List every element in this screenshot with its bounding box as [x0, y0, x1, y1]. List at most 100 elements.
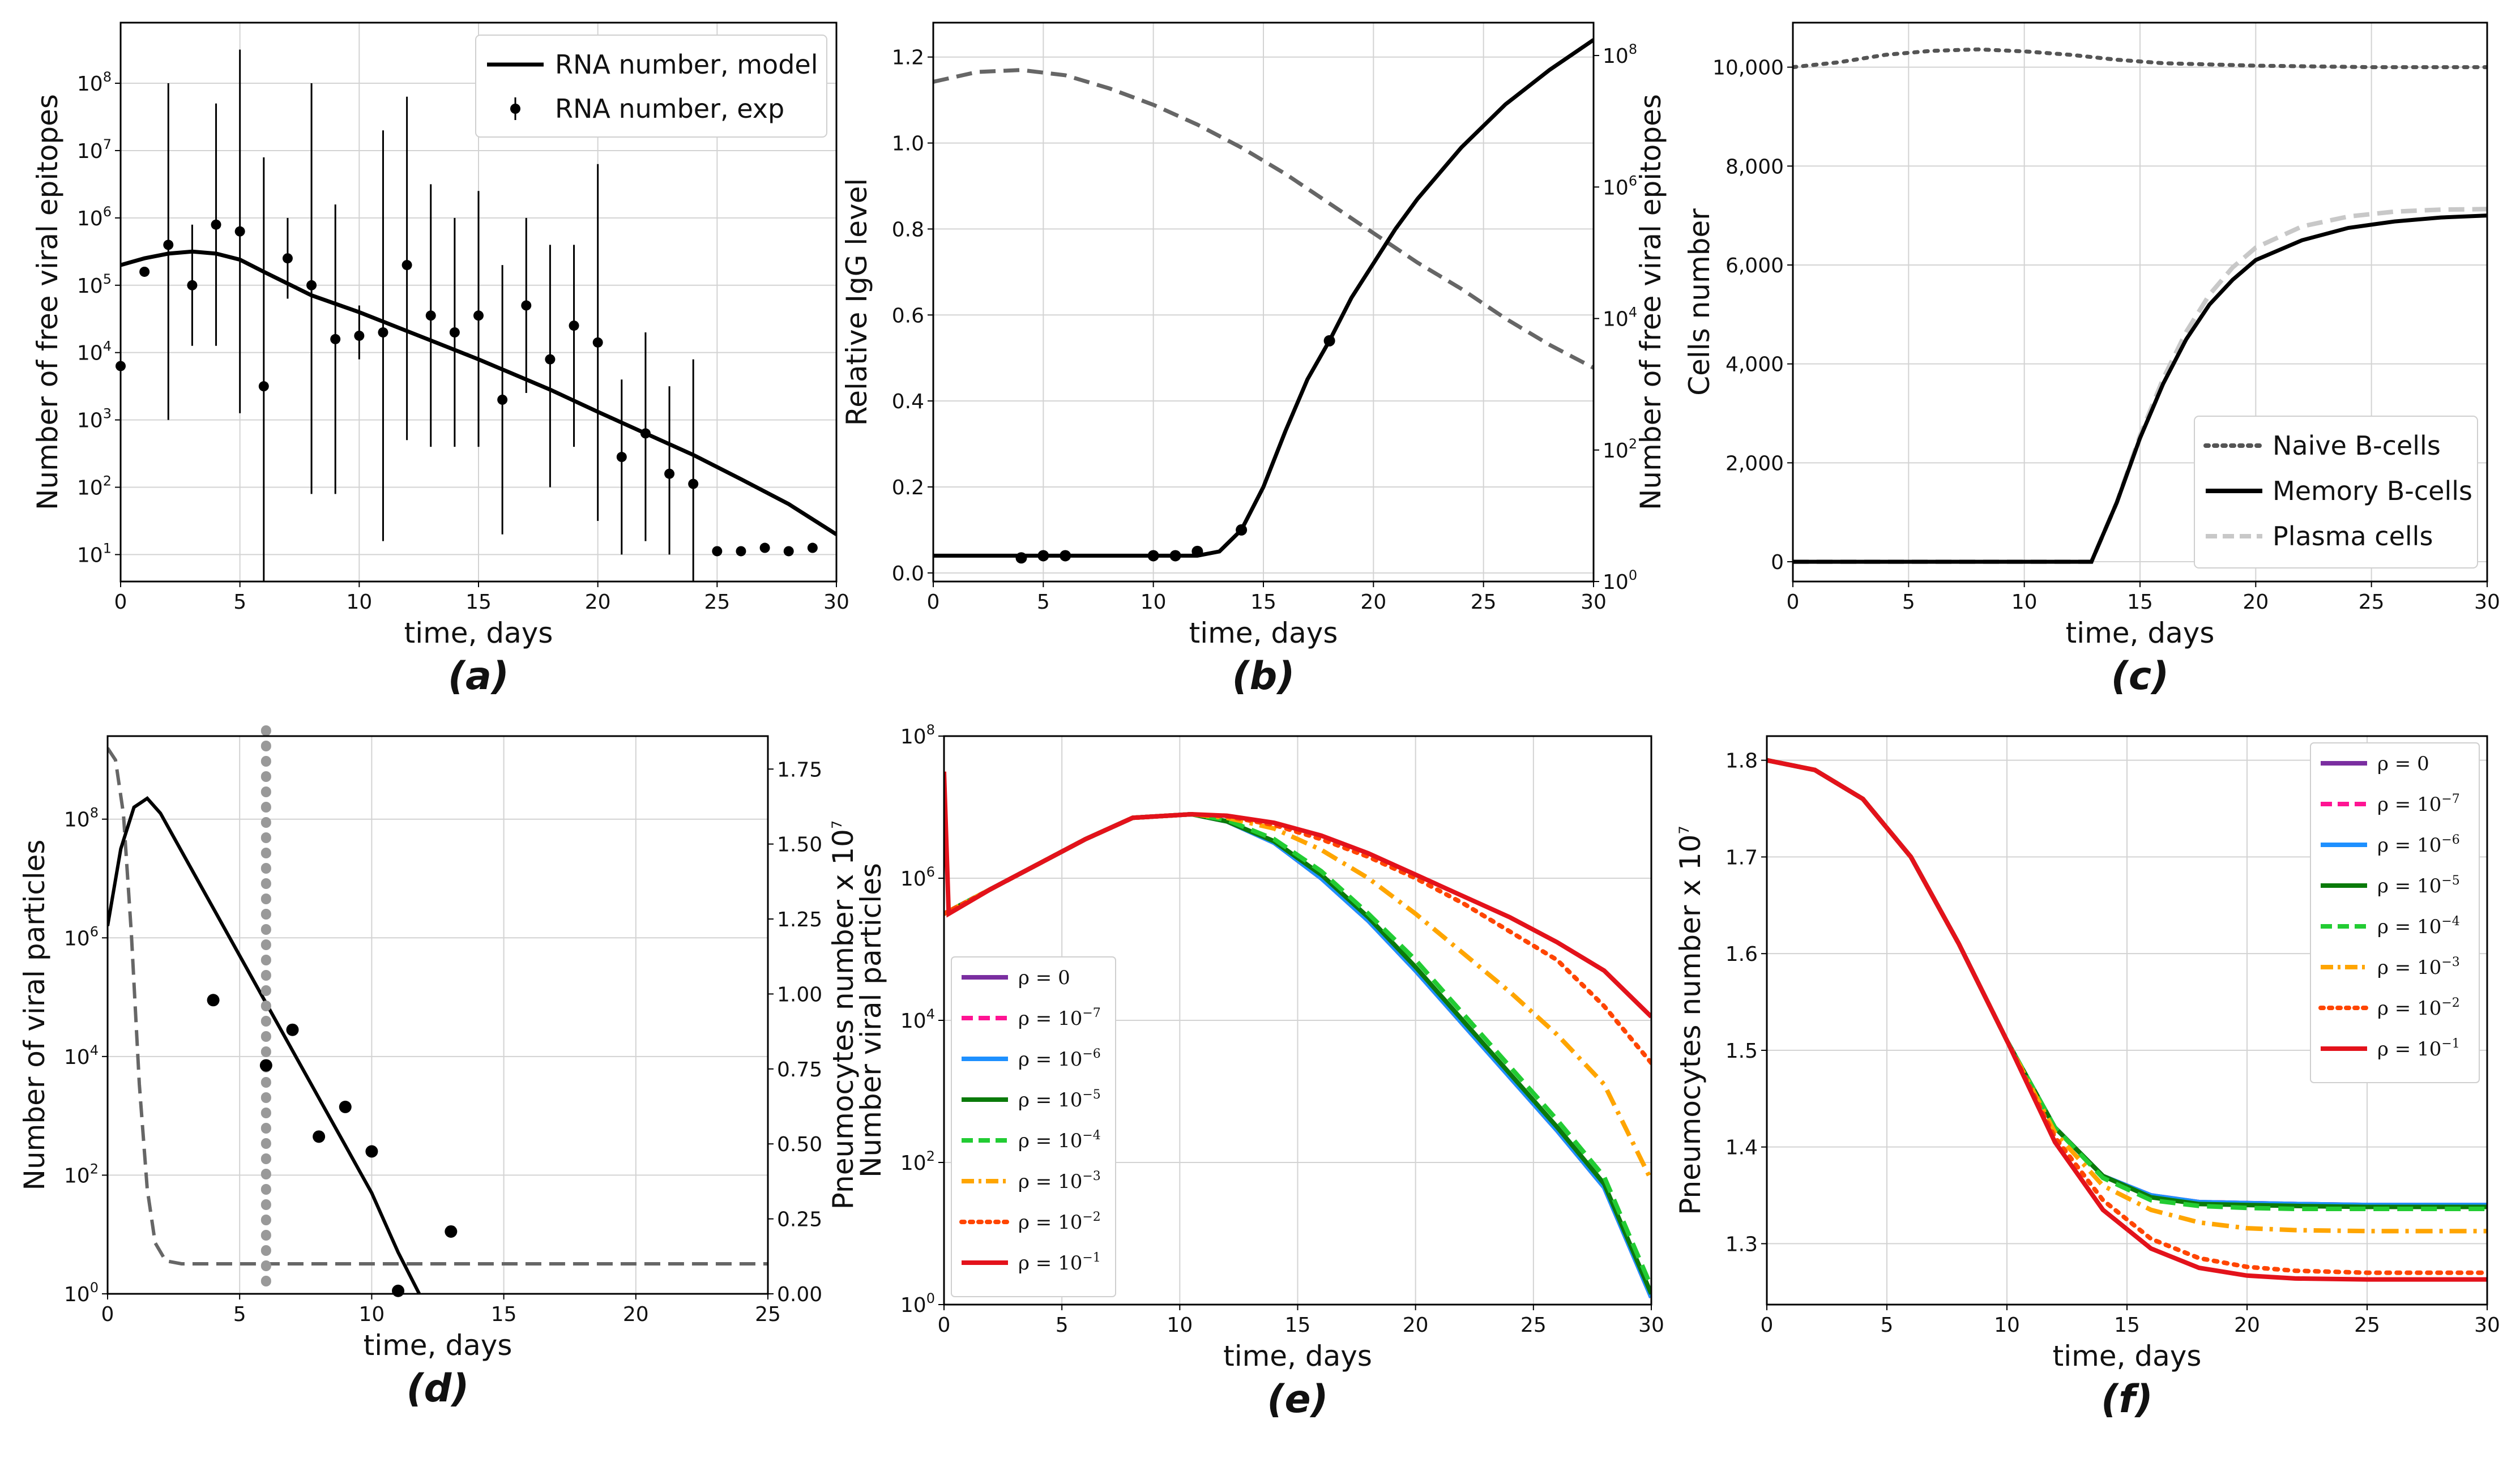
y-right-tick-label: 1.00 [777, 983, 822, 1006]
series-line [1767, 758, 2487, 1211]
y-tick-label: 1.5 [1725, 1040, 1758, 1063]
x-tick-label: 20 [2243, 591, 2269, 614]
legend-label: ρ = 10−4 [2377, 914, 2460, 938]
legend-label-exponent: −4 [1082, 1128, 1100, 1143]
x-tick-label: 10 [1141, 591, 1167, 614]
tick-exponent: 1 [103, 540, 112, 556]
y-axis-label: Pneumocytes number x 107 [1674, 826, 1707, 1215]
y-right-tick-label: 0.00 [777, 1283, 822, 1306]
legend-label-base: ρ = 10 [2377, 1038, 2441, 1061]
x-tick-label: 5 [1902, 591, 1915, 614]
legend-label: Naive B-cells [2273, 430, 2441, 461]
data-point [365, 1145, 378, 1158]
y-right-tick-label: 104 [1603, 305, 1637, 331]
data-point [339, 1100, 352, 1113]
data-point [1236, 524, 1248, 536]
data-point [616, 452, 627, 463]
tick-exponent: 6 [1629, 173, 1637, 189]
data-point [163, 240, 174, 250]
y-tick-label: 106 [64, 924, 99, 950]
legend-label-exponent: −1 [1082, 1251, 1100, 1265]
x-tick-label: 10 [358, 1303, 385, 1326]
data-point [392, 1284, 405, 1297]
y-tick-label: 0.4 [892, 390, 924, 413]
tick-base: 10 [77, 477, 103, 500]
tick-exponent: 2 [90, 1161, 99, 1177]
tick-exponent: 6 [90, 924, 99, 939]
legend-label-exponent: −3 [2441, 955, 2459, 969]
y-axis-label-text: Cells number [1683, 208, 1716, 396]
legend-label-exponent: −7 [2441, 792, 2459, 806]
y-right-tick-label: 0.75 [777, 1058, 822, 1081]
data-point [640, 428, 651, 439]
panel-f: 0 5 10 15 20 25 30 1.3 1.4 1.5 1.6 1.7 1.8 ρ = 0 ρ = 1… [1674, 735, 2500, 1422]
legend-label: ρ = 10−3 [2377, 955, 2460, 979]
y-tick-label: 1.6 [1725, 943, 1758, 966]
y-tick-label: 8,000 [1725, 155, 1784, 178]
y-tick-label: 100 [900, 1290, 935, 1317]
legend-box [475, 35, 827, 138]
tick-exponent: 3 [103, 406, 112, 422]
legend-label-exponent: −4 [2441, 914, 2459, 929]
x-tick-label: 25 [2354, 1314, 2380, 1337]
legend-label: ρ = 10−5 [1018, 1088, 1101, 1112]
data-point [234, 226, 245, 237]
plot-frame-a [119, 22, 838, 583]
y-tick-label: 6,000 [1725, 254, 1784, 277]
y-axis-label-text: Pneumocytes number x 10 [1674, 835, 1707, 1215]
y-tick-label: 108 [77, 69, 112, 96]
panel-label: (d) [407, 1366, 469, 1411]
legend-label-base: ρ = 10 [2377, 875, 2441, 897]
x-tick-label: 25 [2359, 591, 2385, 614]
data-point [286, 1023, 299, 1036]
y-right-tick-label: 100 [1603, 567, 1637, 594]
data-point [313, 1130, 326, 1143]
legend-label-base: ρ = 10 [1018, 1252, 1082, 1275]
y-right-tick-label: 0.50 [777, 1133, 822, 1156]
y-right-tick-label: 106 [1603, 173, 1637, 199]
legend-label-base: ρ = 10 [2377, 956, 2441, 979]
panel-label: (c) [2111, 654, 2169, 699]
y-right-axis-label-exponent: 7 [829, 820, 845, 829]
series-line [933, 38, 1594, 558]
x-tick-label: 0 [1787, 591, 1800, 614]
legend-label: ρ = 10−1 [1018, 1251, 1101, 1275]
x-tick-label: 25 [704, 591, 730, 614]
y-tick-label: 0.0 [892, 562, 924, 585]
panel-d: 0 5 10 15 20 251001021041061080.000.250.500.7… [18, 725, 860, 1411]
data-point [569, 320, 579, 331]
data-point [449, 327, 460, 338]
y-tick-label: 2,000 [1725, 452, 1784, 475]
tick-exponent: 8 [90, 805, 99, 821]
legend-label: ρ = 10−7 [1018, 1006, 1101, 1030]
legend-label-exponent: −2 [2441, 996, 2459, 1010]
data-point [139, 266, 150, 277]
tick-base: 10 [1603, 45, 1629, 68]
panel-label: (a) [448, 654, 509, 699]
series-line [1793, 47, 2487, 70]
y-axis-label-text: Number of viral particles [18, 840, 51, 1191]
x-tick-label: 30 [1581, 591, 1607, 614]
x-tick-label: 5 [1881, 1314, 1894, 1337]
tick-exponent: 8 [1629, 41, 1637, 57]
data-point [282, 253, 293, 264]
y-tick-label: 1.0 [892, 132, 924, 156]
x-tick-label: 20 [1403, 1314, 1429, 1337]
y-tick-label: 106 [900, 864, 935, 891]
x-tick-label: 20 [623, 1303, 649, 1326]
legend-label-base: ρ = 0 [2377, 753, 2429, 775]
plot-frame-b [932, 22, 1595, 583]
y-tick-label: 1.2 [892, 46, 924, 70]
legend-label-exponent: −1 [2441, 1037, 2459, 1051]
y-tick-label: 104 [900, 1006, 935, 1033]
series-line [1793, 207, 2487, 565]
y-right-axis-label: Number of free viral epitopes [1634, 94, 1667, 510]
y-tick-label: 108 [64, 805, 99, 832]
y-right-tick-label: 1.25 [777, 908, 822, 931]
y-axis-label-exponent: 7 [1676, 826, 1692, 834]
x-tick-label: 15 [2114, 1314, 2140, 1337]
tick-base: 10 [900, 1152, 926, 1175]
tick-exponent: 7 [103, 136, 112, 152]
legend-label-exponent: −7 [1082, 1006, 1100, 1020]
y-right-axis-label-text: Pneumocytes number x 10 [827, 829, 860, 1209]
